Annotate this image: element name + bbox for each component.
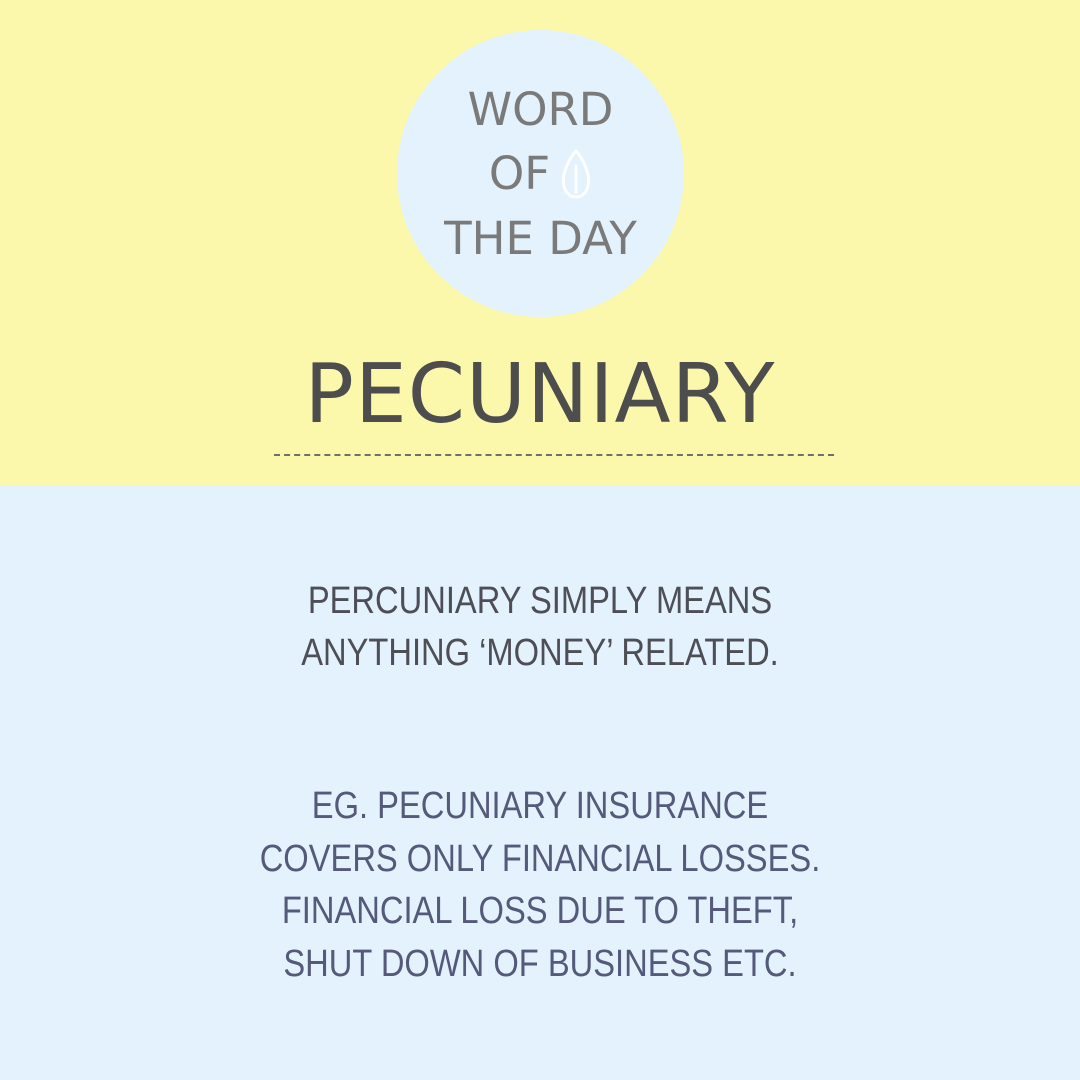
example-line: EG. PECUNIARY INSURANCE (311, 785, 769, 827)
leaf-icon (562, 149, 591, 199)
headword: PECUNIARY (304, 347, 776, 442)
top-panel: WORD OF THE DAY PECUNIARY (0, 0, 1080, 486)
example-line: FINANCIAL LOSS DUE TO THEFT, (281, 890, 799, 932)
definition-text: PERCUNIARY SIMPLY MEANS ANYTHING ‘MONEY’… (196, 575, 884, 679)
badge-line-word: WORD (467, 83, 614, 136)
bottom-panel (0, 486, 1080, 1080)
word-of-the-day-badge: WORD OF THE DAY (397, 30, 684, 317)
definition-line: ANYTHING ‘MONEY’ RELATED. (301, 632, 779, 674)
example-line: COVERS ONLY FINANCIAL LOSSES. (259, 837, 821, 880)
badge-line-of-text: OF (488, 147, 551, 200)
example-text: EG. PECUNIARY INSURANCE COVERS ONLY FINA… (196, 780, 884, 990)
badge-line-the-day: THE DAY (444, 212, 637, 265)
dashed-divider (274, 454, 834, 456)
badge-line-of: OF (397, 148, 684, 200)
example-line: SHUT DOWN OF BUSINESS ETC. (283, 942, 797, 985)
definition-line: PERCUNIARY SIMPLY MEANS (307, 580, 773, 622)
